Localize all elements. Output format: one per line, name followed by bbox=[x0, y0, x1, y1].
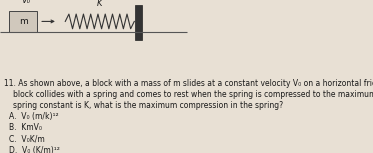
Text: V₀: V₀ bbox=[22, 0, 31, 5]
Bar bbox=[135, 5, 142, 40]
Text: D.  V₀ (K/m)¹²: D. V₀ (K/m)¹² bbox=[9, 146, 60, 153]
Text: m: m bbox=[19, 17, 28, 26]
Text: block collides with a spring and comes to rest when the spring is compressed to : block collides with a spring and comes t… bbox=[13, 90, 373, 99]
Text: A.  V₀ (m/k)¹²: A. V₀ (m/k)¹² bbox=[9, 112, 59, 121]
Text: K: K bbox=[97, 0, 103, 8]
Bar bbox=[9, 11, 37, 32]
Text: 11. As shown above, a block with a mass of m slides at a constant velocity V₀ on: 11. As shown above, a block with a mass … bbox=[4, 79, 373, 88]
Text: spring constant is K, what is the maximum compression in the spring?: spring constant is K, what is the maximu… bbox=[13, 101, 283, 110]
Text: B.  KmV₀: B. KmV₀ bbox=[9, 123, 42, 132]
Text: C.  V₀K/m: C. V₀K/m bbox=[9, 135, 45, 144]
